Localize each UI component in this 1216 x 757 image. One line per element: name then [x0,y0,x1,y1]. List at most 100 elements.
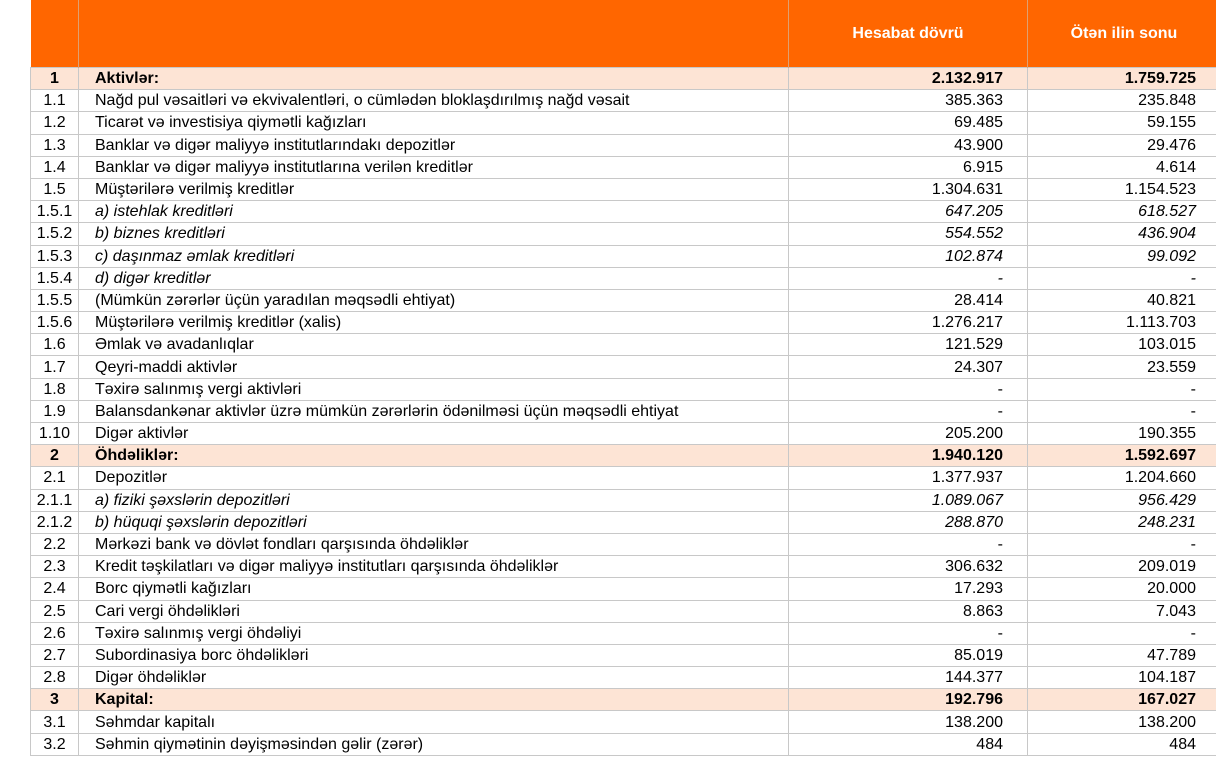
previous-value: 190.355 [1027,421,1216,446]
table-row: 1.7 Qeyri-maddi aktivlər 24.307 23.559 [30,355,1216,379]
row-label: b) hüquqi şəxslərin depozitləri [78,510,789,534]
current-value: 69.485 [788,111,1028,135]
row-number: 1.3 [30,133,79,157]
previous-value: - [1027,266,1216,290]
current-value: 1.089.067 [788,488,1028,512]
section-row: 1 Aktivlər: 2.132.917 1.759.725 [30,66,1216,91]
current-value: 288.870 [788,510,1028,534]
row-label: Kapital: [78,688,789,712]
header-label [78,0,789,68]
previous-value: 1.759.725 [1027,66,1216,91]
row-label: Öhdəliklər: [78,444,789,468]
row-number: 1.10 [30,421,79,446]
row-label: Səhmin qiymətinin dəyişməsindən gəlir (z… [78,732,789,756]
current-value: 24.307 [788,355,1028,379]
table-row: 1.5 Müştərilərə verilmiş kreditlər 1.304.6… [30,177,1216,202]
table-row: 2.6 Təxirə salınmış vergi öhdəliyi - - [30,621,1216,645]
previous-value: 59.155 [1027,111,1216,135]
table-row: 1.6 Əmlak və avadanlıqlar 121.529 103.015 [30,333,1216,357]
row-label: Ticarət və investisiya qiymətli kağızlar… [78,111,789,135]
current-value: 138.200 [788,710,1028,734]
table-row: 1.10 Digər aktivlər 205.200 190.355 [30,421,1216,446]
current-value: 17.293 [788,577,1028,601]
table-row: 3.1 Səhmdar kapitalı 138.200 138.200 [30,710,1216,734]
row-number: 3.1 [30,710,79,734]
table-row: 1.8 Təxirə salınmış vergi aktivləri - - [30,377,1216,401]
table-row: 1.5.3 c) daşınmaz əmlak kreditləri 102.874… [30,244,1216,268]
current-value: 484 [788,732,1028,756]
row-label: Digər öhdəliklər [78,666,789,690]
row-number: 2.4 [30,577,79,601]
row-number: 1.5.4 [30,266,79,290]
previous-value: 40.821 [1027,288,1216,313]
previous-value: 235.848 [1027,89,1216,113]
previous-value: 104.187 [1027,666,1216,690]
table-row: 2.1.1 a) fiziki şəxslərin depozitləri 1.08… [30,488,1216,512]
table-row: 2.1.2 b) hüquqi şəxslərin depozitləri 288.… [30,510,1216,534]
row-label: Əmlak və avadanlıqlar [78,333,789,357]
row-number: 2.1.2 [30,510,79,534]
table-row: 1.4 Banklar və digər maliyyə institutları… [30,155,1216,179]
row-number: 3.2 [30,732,79,756]
row-number: 2.1 [30,466,79,490]
row-number: 1.5.3 [30,244,79,268]
row-label: Borc qiymətli kağızları [78,577,789,601]
previous-value: 4.614 [1027,155,1216,179]
row-number: 1.5.2 [30,222,79,246]
table-row: 1.5.5 (Mümkün zərərlər üçün yaradılan məq… [30,288,1216,313]
current-value: 1.276.217 [788,311,1028,335]
previous-value: 1.154.523 [1027,177,1216,202]
row-number: 2.8 [30,666,79,690]
row-label: b) biznes kreditləri [78,222,789,246]
row-label: Nağd pul vəsaitləri və ekvivalentləri, o… [78,89,789,113]
current-value: 121.529 [788,333,1028,357]
previous-value: 20.000 [1027,577,1216,601]
row-number: 1.5.1 [30,200,79,224]
header-current-period: Hesabat dövrü [788,0,1028,68]
row-number: 1.8 [30,377,79,401]
previous-value: 29.476 [1027,133,1216,157]
row-label: Subordinasiya borc öhdəlikləri [78,643,789,668]
current-value: 8.863 [788,599,1028,623]
table-row: 1.5.4 d) digər kreditlər - - [30,266,1216,290]
row-number: 1.6 [30,333,79,357]
previous-value: - [1027,532,1216,557]
current-value: 205.200 [788,421,1028,446]
current-value: - [788,621,1028,645]
row-label: a) istehlak kreditləri [78,200,789,224]
previous-value: - [1027,621,1216,645]
table-row: 2.1 Depozitlər 1.377.937 1.204.660 [30,466,1216,490]
table-row: 1.1 Nağd pul vəsaitləri və ekvivalentləri… [30,89,1216,113]
current-value: - [788,399,1028,424]
previous-value: - [1027,377,1216,401]
row-label: Təxirə salınmış vergi öhdəliyi [78,621,789,645]
table-row: 2.8 Digər öhdəliklər 144.377 104.187 [30,666,1216,690]
row-number: 2.3 [30,555,79,579]
current-value: 2.132.917 [788,66,1028,91]
row-number: 2.1.1 [30,488,79,512]
current-value: 1.304.631 [788,177,1028,202]
row-label: d) digər kreditlər [78,266,789,290]
row-label: (Mümkün zərərlər üçün yaradılan məqsədli… [78,288,789,313]
current-value: 554.552 [788,222,1028,246]
previous-value: 138.200 [1027,710,1216,734]
previous-value: 248.231 [1027,510,1216,534]
previous-value: 23.559 [1027,355,1216,379]
row-number: 2 [30,444,79,468]
previous-value: - [1027,399,1216,424]
header-row: Hesabat dövrü Ötən ilin sonu [30,0,1216,68]
header-num [30,0,79,68]
row-number: 1.4 [30,155,79,179]
current-value: 85.019 [788,643,1028,668]
current-value: 1.377.937 [788,466,1028,490]
row-label: Balansdankənar aktivlər üzrə mümkün zərə… [78,399,789,424]
table-row: 2.7 Subordinasiya borc öhdəlikləri 85.019 4… [30,643,1216,668]
current-value: 102.874 [788,244,1028,268]
row-number: 1.5.5 [30,288,79,313]
row-label: c) daşınmaz əmlak kreditləri [78,244,789,268]
row-number: 1.9 [30,399,79,424]
current-value: 647.205 [788,200,1028,224]
table-row: 1.3 Banklar və digər maliyyə institutları… [30,133,1216,157]
previous-value: 47.789 [1027,643,1216,668]
previous-value: 209.019 [1027,555,1216,579]
